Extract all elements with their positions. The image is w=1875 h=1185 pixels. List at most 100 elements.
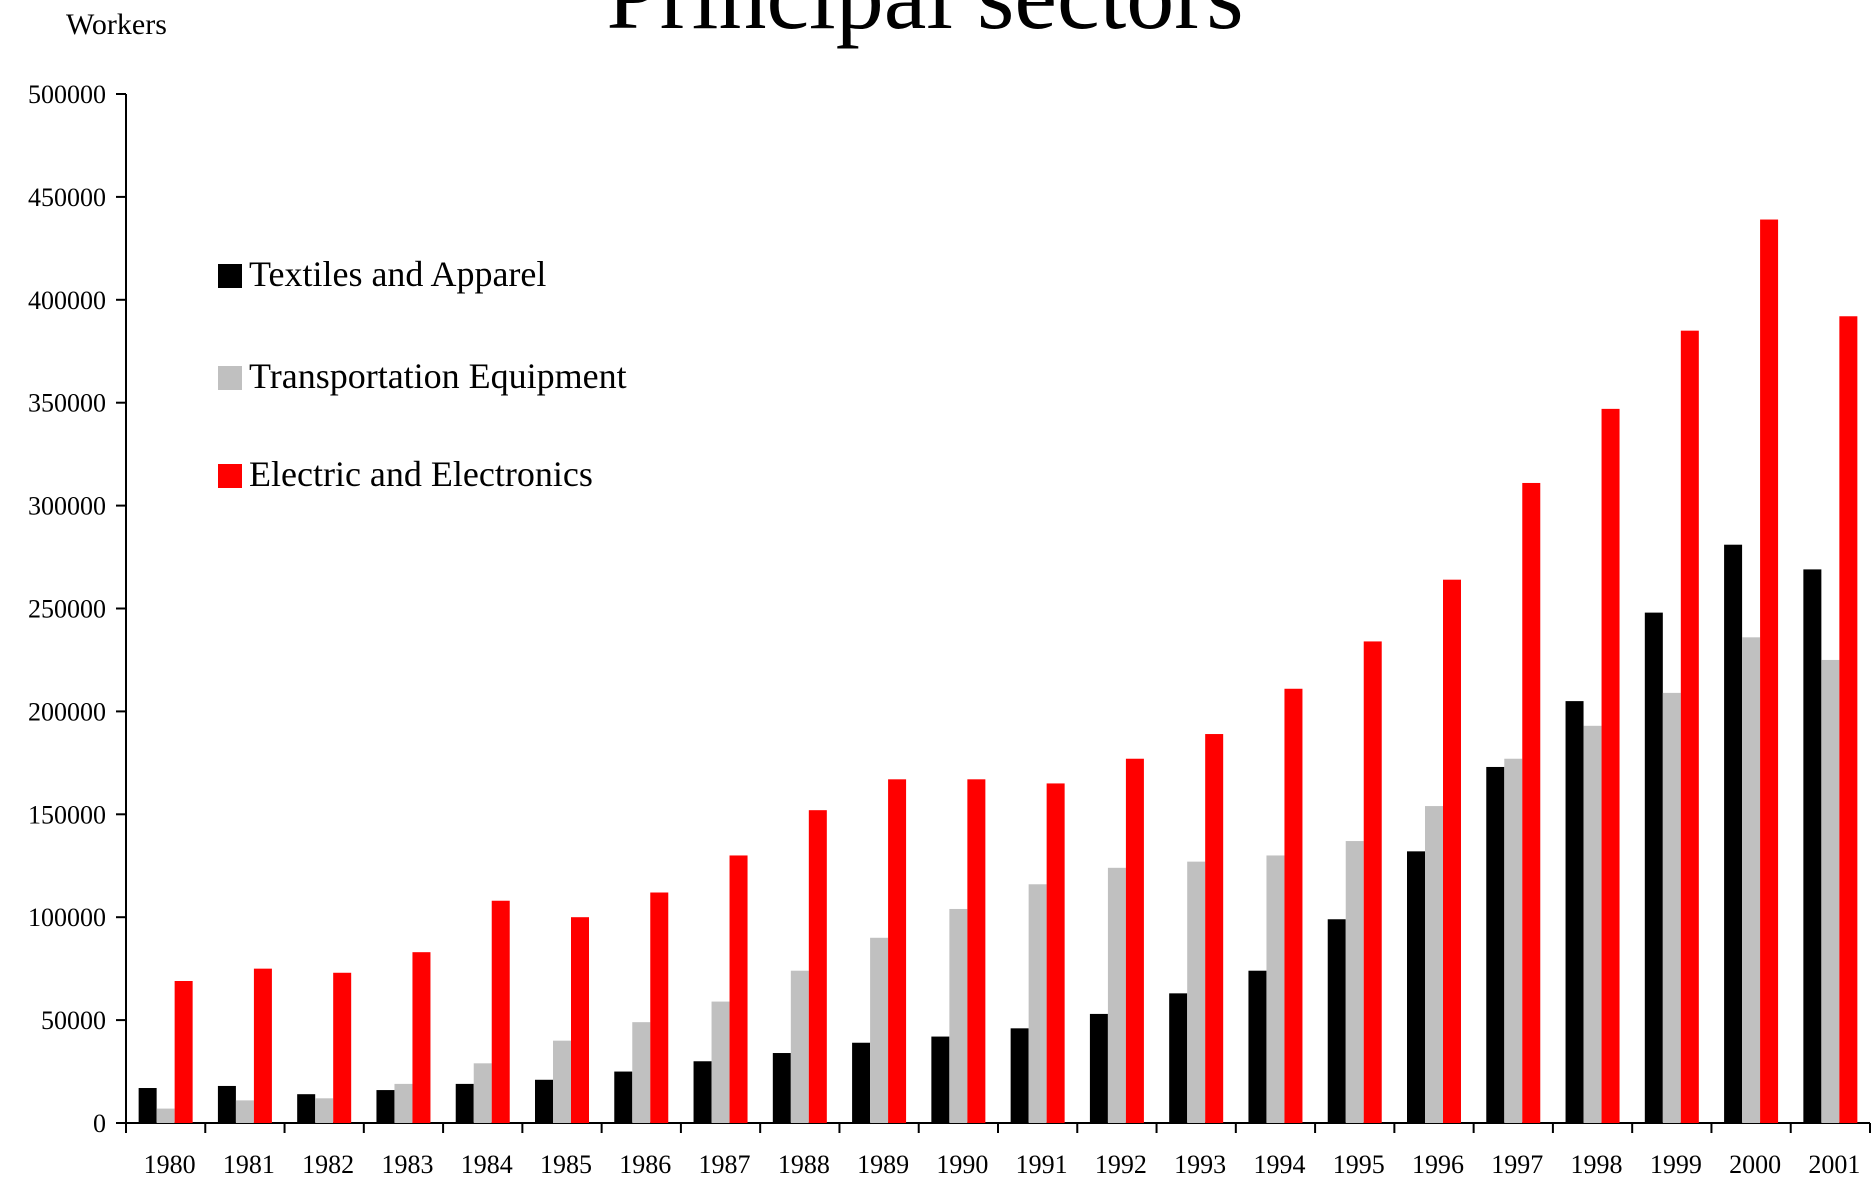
x-tick-label: 1983 bbox=[381, 1150, 433, 1179]
x-tick-label: 2001 bbox=[1808, 1150, 1860, 1179]
x-tick-label: 1999 bbox=[1650, 1150, 1702, 1179]
bar bbox=[1407, 851, 1425, 1123]
bar bbox=[1107, 867, 1126, 1123]
x-tick-label: 1994 bbox=[1253, 1150, 1305, 1179]
y-tick-label: 300000 bbox=[28, 492, 106, 521]
bar bbox=[394, 1083, 413, 1123]
bar bbox=[156, 1108, 175, 1123]
bar bbox=[1486, 766, 1505, 1123]
bar bbox=[650, 892, 669, 1123]
bar bbox=[535, 1079, 553, 1123]
x-tick-label: 1997 bbox=[1491, 1150, 1543, 1179]
bar bbox=[1266, 855, 1285, 1123]
x-tick-label: 1993 bbox=[1174, 1150, 1226, 1179]
x-tick-label: 1990 bbox=[936, 1150, 988, 1179]
bar bbox=[808, 810, 827, 1123]
y-tick-label: 350000 bbox=[28, 389, 106, 418]
bar bbox=[852, 1042, 871, 1123]
bar bbox=[491, 900, 510, 1123]
bar bbox=[1724, 544, 1743, 1123]
bar bbox=[1662, 692, 1681, 1123]
x-tick-label: 1986 bbox=[619, 1150, 671, 1179]
bar bbox=[1089, 1013, 1108, 1123]
legend-label: Electric and Electronics bbox=[249, 454, 593, 494]
x-tick-label: 1995 bbox=[1333, 1150, 1385, 1179]
bar bbox=[553, 1040, 571, 1123]
bar bbox=[1644, 612, 1663, 1123]
bar bbox=[473, 1063, 492, 1123]
legend-label: Transportation Equipment bbox=[249, 356, 627, 396]
y-tick-label: 450000 bbox=[28, 183, 106, 212]
x-tick-label: 1985 bbox=[540, 1150, 592, 1179]
bar bbox=[729, 855, 748, 1123]
bar bbox=[138, 1088, 157, 1123]
bar bbox=[1284, 688, 1303, 1123]
x-tick-label: 1984 bbox=[461, 1150, 513, 1179]
y-tick-label: 250000 bbox=[28, 595, 106, 624]
bar bbox=[174, 980, 193, 1123]
legend-label: Textiles and Apparel bbox=[249, 254, 546, 294]
y-tick-label: 100000 bbox=[28, 903, 106, 932]
x-tick-label: 2000 bbox=[1729, 1150, 1781, 1179]
bar bbox=[253, 968, 272, 1123]
y-tick-label: 200000 bbox=[28, 697, 106, 726]
bar bbox=[297, 1094, 316, 1123]
bar bbox=[1205, 734, 1224, 1123]
bar bbox=[1565, 701, 1584, 1123]
bar bbox=[315, 1098, 334, 1123]
bar bbox=[1742, 637, 1761, 1123]
x-tick-label: 1996 bbox=[1412, 1150, 1464, 1179]
bar bbox=[614, 1071, 633, 1123]
legend-swatch bbox=[218, 264, 242, 288]
bar bbox=[376, 1090, 395, 1123]
legend-swatch bbox=[218, 464, 242, 488]
bar bbox=[1803, 569, 1822, 1123]
bar bbox=[1125, 758, 1144, 1123]
bar bbox=[1601, 408, 1620, 1123]
y-axis-label: Workers bbox=[66, 8, 167, 41]
bar bbox=[1046, 783, 1065, 1123]
bar bbox=[1522, 482, 1541, 1123]
bar bbox=[1583, 725, 1602, 1123]
bar bbox=[333, 972, 352, 1123]
bar bbox=[1504, 758, 1523, 1123]
x-tick-label: 1982 bbox=[302, 1150, 354, 1179]
bar bbox=[1169, 993, 1188, 1123]
bar bbox=[1760, 219, 1779, 1124]
x-tick-label: 1992 bbox=[1095, 1150, 1147, 1179]
bar bbox=[571, 917, 589, 1123]
bar bbox=[949, 908, 968, 1123]
y-tick-label: 50000 bbox=[41, 1006, 106, 1035]
bar bbox=[1248, 970, 1267, 1123]
bar bbox=[217, 1085, 236, 1123]
y-tick-label: 0 bbox=[93, 1109, 106, 1138]
bar bbox=[455, 1083, 474, 1123]
bar bbox=[1443, 579, 1461, 1123]
bar bbox=[772, 1053, 791, 1123]
bar bbox=[888, 779, 907, 1123]
bar bbox=[412, 952, 431, 1123]
x-tick-label: 1989 bbox=[857, 1150, 909, 1179]
chart-title: Principal sectors bbox=[606, 0, 1243, 49]
bar bbox=[1345, 841, 1364, 1123]
x-tick-label: 1981 bbox=[223, 1150, 275, 1179]
bar bbox=[931, 1036, 950, 1123]
y-tick-label: 500000 bbox=[28, 80, 106, 109]
y-tick-label: 400000 bbox=[28, 286, 106, 315]
x-tick-label: 1998 bbox=[1571, 1150, 1623, 1179]
legend-swatch bbox=[218, 366, 242, 390]
bar bbox=[967, 779, 986, 1123]
x-tick-label: 1980 bbox=[144, 1150, 196, 1179]
bar bbox=[1010, 1028, 1029, 1123]
bar bbox=[1425, 806, 1443, 1123]
bar bbox=[711, 1001, 730, 1123]
x-tick-label: 1991 bbox=[1016, 1150, 1068, 1179]
bar bbox=[632, 1022, 651, 1123]
bar bbox=[235, 1100, 254, 1123]
bar bbox=[1187, 861, 1206, 1123]
bar bbox=[1839, 316, 1858, 1123]
bar bbox=[1821, 659, 1840, 1123]
bar bbox=[1363, 641, 1382, 1123]
x-tick-label: 1987 bbox=[699, 1150, 751, 1179]
